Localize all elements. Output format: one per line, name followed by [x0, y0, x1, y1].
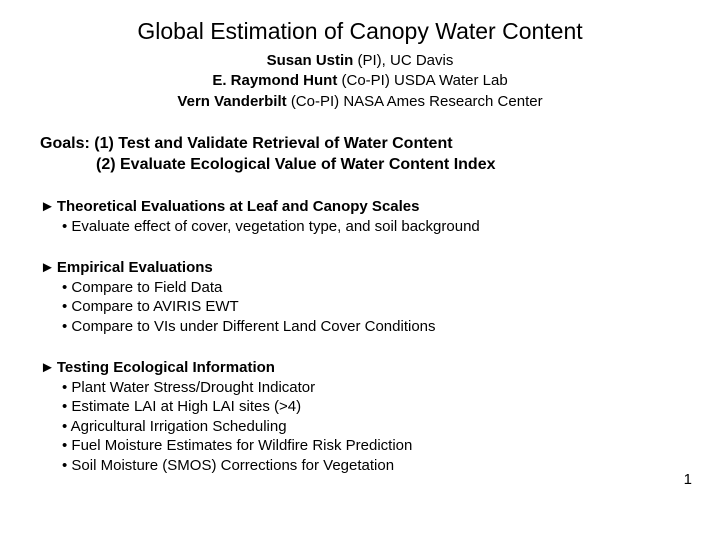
author-line: E. Raymond Hunt (Co-PI) USDA Water Lab — [40, 71, 680, 91]
bullet-item: Estimate LAI at High LAI sites (>4) — [40, 397, 680, 417]
bullet-item: Soil Moisture (SMOS) Corrections for Veg… — [40, 456, 680, 476]
section-testing: ►Testing Ecological Information Plant Wa… — [40, 358, 680, 475]
author-name: Vern Vanderbilt — [177, 93, 286, 110]
bullet-item: Compare to AVIRIS EWT — [40, 297, 680, 317]
author-line: Susan Ustin (PI), UC Davis — [40, 51, 680, 71]
bullet-item: Fuel Moisture Estimates for Wildfire Ris… — [40, 436, 680, 456]
bullet-item: Agricultural Irrigation Scheduling — [40, 417, 680, 437]
author-line: Vern Vanderbilt (Co-PI) NASA Ames Resear… — [40, 92, 680, 112]
bullet-item: Compare to Field Data — [40, 278, 680, 298]
section-title: Testing Ecological Information — [57, 359, 275, 376]
section-empirical: ►Empirical Evaluations Compare to Field … — [40, 258, 680, 336]
author-name: E. Raymond Hunt — [212, 72, 337, 89]
goals-line1: Goals: (1) Test and Validate Retrieval o… — [40, 134, 680, 155]
author-role: (PI), UC Davis — [358, 52, 454, 69]
author-role: (Co-PI) NASA Ames Research Center — [291, 93, 543, 110]
author-name: Susan Ustin — [267, 52, 354, 69]
section-head: ►Testing Ecological Information — [40, 358, 680, 378]
authors-block: Susan Ustin (PI), UC Davis E. Raymond Hu… — [40, 51, 680, 112]
bullet-item: Evaluate effect of cover, vegetation typ… — [40, 217, 680, 237]
triangle-icon: ► — [40, 197, 55, 217]
author-role: (Co-PI) USDA Water Lab — [342, 72, 508, 89]
section-head: ►Theoretical Evaluations at Leaf and Can… — [40, 197, 680, 217]
goals-block: Goals: (1) Test and Validate Retrieval o… — [40, 134, 680, 176]
section-title: Empirical Evaluations — [57, 259, 213, 276]
goals-prefix: Goals: — [40, 135, 90, 152]
section-theoretical: ►Theoretical Evaluations at Leaf and Can… — [40, 197, 680, 236]
slide-title: Global Estimation of Canopy Water Conten… — [80, 18, 640, 45]
section-title: Theoretical Evaluations at Leaf and Cano… — [57, 198, 420, 215]
bullet-item: Plant Water Stress/Drought Indicator — [40, 378, 680, 398]
goals-line2: (2) Evaluate Ecological Value of Water C… — [40, 155, 680, 176]
bullet-item: Compare to VIs under Different Land Cove… — [40, 317, 680, 337]
triangle-icon: ► — [40, 258, 55, 278]
triangle-icon: ► — [40, 358, 55, 378]
page-number: 1 — [684, 471, 692, 488]
section-head: ►Empirical Evaluations — [40, 258, 680, 278]
goals-text1: (1) Test and Validate Retrieval of Water… — [94, 135, 452, 152]
